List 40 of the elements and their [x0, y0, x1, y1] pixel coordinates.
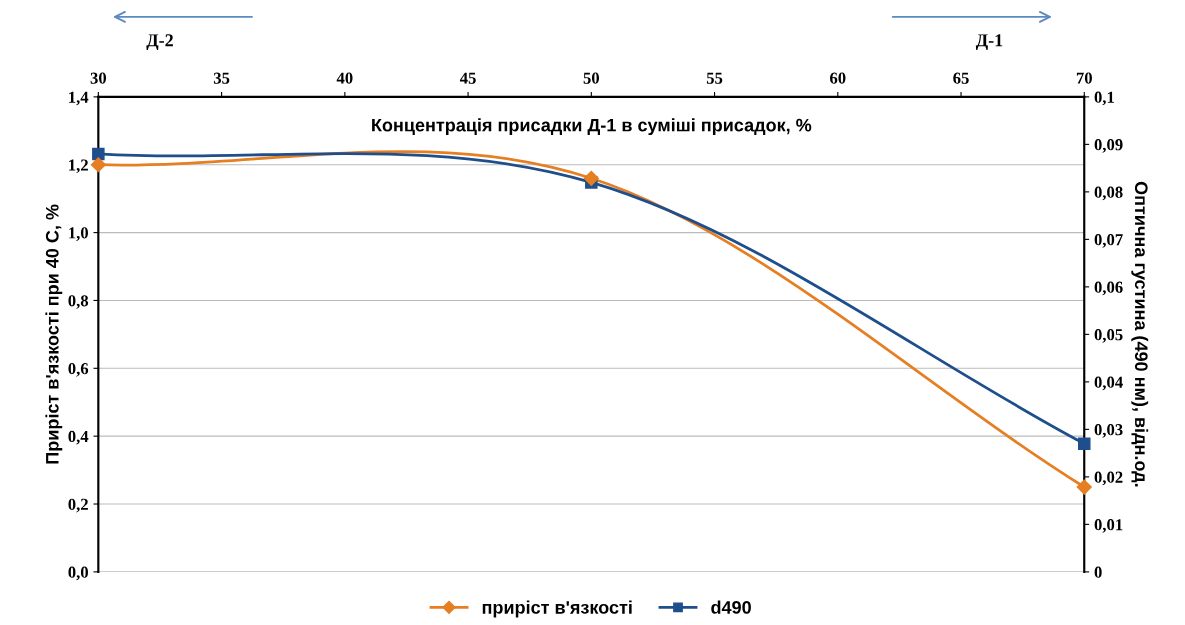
- x-tick-label: 40: [336, 72, 353, 84]
- y-tick-label: 0,4: [68, 430, 89, 445]
- y2-tick-label: 0,04: [1094, 376, 1123, 391]
- y2-tick-label: 0,03: [1094, 424, 1123, 438]
- x-axis-title: Концентрація присадки Д-1 в суміші присадок, %: [372, 118, 812, 136]
- y2-tick-label: 0,08: [1094, 186, 1123, 201]
- x-tick-label: 55: [706, 72, 723, 84]
- y-tick-label: 0,0: [68, 566, 88, 581]
- y-tick-label: 1,2: [69, 159, 88, 174]
- legend-label: d490: [711, 600, 751, 614]
- y2-axis-title: Оптична густина (490 нм), відн.од.: [1131, 181, 1149, 487]
- y2-tick-label: 0,05: [1094, 329, 1123, 343]
- y-tick-label: 1,4: [69, 91, 89, 106]
- y2-tick-label: 0,09: [1094, 139, 1123, 153]
- x-tick-label: 70: [1076, 72, 1092, 84]
- y2-tick-label: 0,07: [1094, 234, 1123, 248]
- x-tick-label: 60: [830, 72, 846, 84]
- y-tick-label: 0,2: [68, 498, 88, 513]
- y2-tick-label: 0,01: [1094, 519, 1123, 533]
- y2-tick-label: 0,02: [1094, 471, 1123, 486]
- y-axis-title: Приріст в'язкості при 40 С, %: [45, 204, 63, 464]
- y-tick-label: 0,6: [68, 363, 89, 377]
- x-tick-label: 50: [583, 72, 600, 84]
- text: Д-1: [975, 34, 1003, 51]
- point: [1078, 437, 1091, 450]
- x-tick-label: 35: [213, 72, 230, 84]
- point: [90, 157, 106, 173]
- x-tick-label: 30: [90, 72, 107, 84]
- y2-tick-label: 0,1: [1094, 91, 1114, 106]
- y2-tick-label: 0,06: [1094, 281, 1123, 296]
- x-tick-label: 65: [953, 72, 969, 84]
- y-tick-label: 0,8: [68, 295, 89, 309]
- point: [92, 147, 105, 161]
- x-tick-label: 45: [459, 72, 476, 84]
- y-tick-label: 1,0: [69, 227, 88, 241]
- text: Д-2: [146, 34, 173, 51]
- y2-tick-label: 0: [1094, 566, 1102, 578]
- legend-label: приріст в'язкості: [482, 600, 632, 618]
- point: [583, 170, 599, 186]
- point: [1076, 479, 1092, 495]
